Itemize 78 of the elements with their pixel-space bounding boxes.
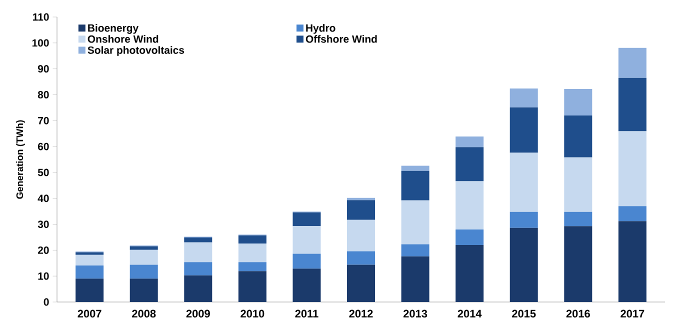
x-tick-label: 2017 (620, 310, 644, 318)
x-tick-label: 2007 (78, 310, 102, 318)
bar (564, 89, 592, 116)
bar (618, 78, 646, 132)
bar (238, 262, 266, 272)
y-tick-label: 80 (38, 91, 49, 98)
y-tick-label: 50 (38, 168, 49, 176)
bar (292, 254, 321, 269)
bar (292, 226, 321, 254)
bar (292, 268, 321, 302)
y-tick-label: 40 (38, 194, 49, 202)
legend-label: Onshore Wind (88, 35, 158, 43)
bar (510, 228, 538, 302)
y-tick-label: 20 (38, 246, 49, 254)
bar (76, 278, 104, 302)
bar (618, 48, 646, 78)
x-tick-label: 2014 (458, 310, 482, 318)
x-tick-label: 2011 (295, 310, 318, 318)
y-tick-label: 70 (38, 116, 49, 124)
bar (456, 136, 484, 148)
bar (618, 221, 646, 302)
bar (238, 243, 266, 262)
bar (238, 235, 266, 244)
bar (401, 200, 430, 244)
x-tick-label: 2016 (566, 310, 590, 318)
bar (76, 252, 104, 255)
bar (510, 212, 538, 228)
y-tick-label: 110 (33, 13, 49, 21)
bar (564, 115, 592, 158)
y-tick-label: 0 (44, 298, 49, 306)
bar (510, 152, 538, 212)
bar (130, 250, 158, 265)
bar (347, 220, 376, 252)
y-tick-label: 10 (38, 272, 49, 280)
bar (130, 278, 158, 302)
bar (292, 212, 321, 226)
bar (130, 246, 158, 250)
y-axis-title: Generation (TWh) (16, 120, 25, 199)
bar (564, 226, 592, 302)
bar (347, 251, 376, 265)
bar (76, 265, 104, 279)
legend-label: Offshore Wind (306, 35, 377, 43)
y-tick-label: 60 (38, 142, 49, 150)
bar (401, 244, 430, 256)
x-tick-label: 2009 (186, 310, 210, 318)
bar (401, 256, 430, 302)
legend-label: Bioenergy (88, 24, 139, 34)
legend-label: Solar photovoltaics (88, 46, 184, 56)
bar (184, 237, 212, 242)
bar (130, 264, 158, 279)
y-tick-label: 90 (38, 65, 49, 73)
bar (564, 157, 592, 212)
x-tick-label: 2008 (132, 310, 156, 318)
bar (401, 170, 430, 200)
bar (184, 275, 212, 302)
bar (618, 206, 646, 222)
bar (510, 107, 538, 153)
bar (456, 245, 484, 302)
bar (76, 254, 104, 266)
legend-label: Hydro (306, 24, 336, 34)
x-tick-label: 2012 (349, 310, 373, 318)
bar (401, 166, 430, 171)
bar (238, 271, 266, 302)
y-tick-label: 100 (32, 39, 49, 47)
x-tick-label: 2010 (240, 310, 264, 318)
bar (456, 181, 484, 230)
bar (347, 200, 376, 220)
x-tick-label: 2013 (403, 310, 428, 318)
bar (618, 131, 646, 206)
bar (184, 262, 212, 276)
y-tick-label: 30 (38, 220, 49, 228)
bar (564, 212, 592, 226)
bar (456, 147, 484, 182)
bar (184, 242, 212, 262)
bar (347, 264, 376, 302)
x-tick-label: 2015 (512, 310, 536, 318)
bar (510, 88, 538, 108)
bar (456, 229, 484, 245)
